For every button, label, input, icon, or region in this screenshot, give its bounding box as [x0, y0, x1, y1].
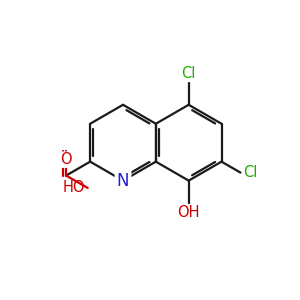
Text: OH: OH	[177, 205, 200, 220]
Text: N: N	[117, 172, 129, 190]
Text: Cl: Cl	[182, 67, 196, 82]
Text: Cl: Cl	[243, 165, 258, 180]
Text: O: O	[60, 152, 72, 167]
Text: HO: HO	[63, 180, 85, 195]
